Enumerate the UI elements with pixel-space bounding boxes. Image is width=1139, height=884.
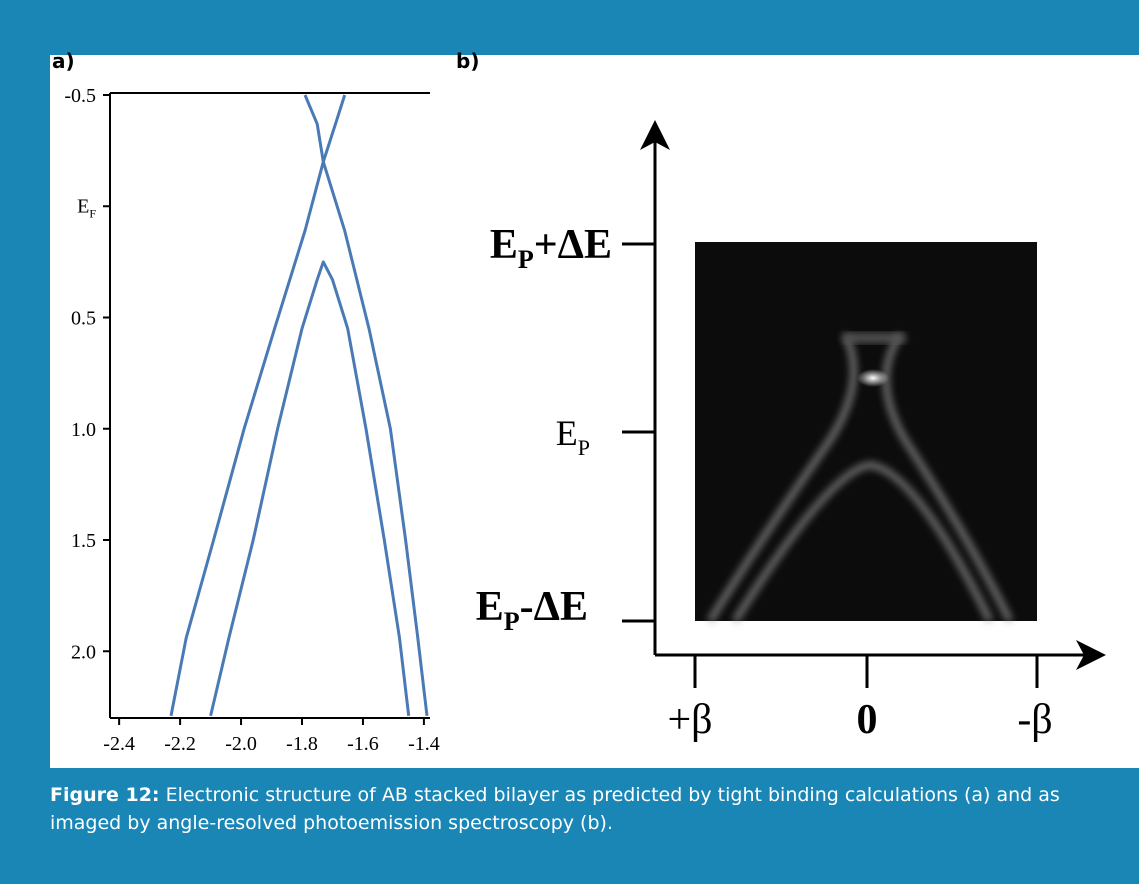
x-label: -β [1017, 697, 1052, 743]
panel-label: a) [52, 49, 75, 73]
arrowhead [1076, 640, 1106, 670]
x-label: +β [667, 697, 712, 743]
tick-label-main: E [77, 195, 89, 217]
x-tick-label: -2.2 [164, 733, 196, 755]
panel-b-labels: EP+ΔE EP EP-ΔE +β 0 -β [476, 222, 1053, 743]
arpes-spot [857, 369, 889, 387]
x-tick-label: -2.4 [103, 733, 135, 755]
panel-b-axes [622, 135, 1090, 688]
x-tick-label: -1.8 [286, 733, 318, 755]
y-tick-label: EF [77, 195, 96, 220]
y-tick-label: 2.0 [71, 641, 96, 663]
x-tick-label: -1.6 [347, 733, 379, 755]
y-label: EP [556, 413, 590, 460]
caption-text: Electronic structure of AB stacked bilay… [50, 784, 1060, 834]
x-label: 0 [857, 697, 878, 743]
band-line [169, 94, 347, 717]
y-tick-label: 1.0 [71, 419, 96, 441]
y-tick-label: 0.5 [71, 308, 96, 330]
x-tick-label: -2.0 [225, 733, 257, 755]
band-line [303, 94, 429, 716]
band-chart: -0.5 EF 0.5 1.0 1.5 2.0 -2.4 -2.2 -2.0 -1.8 -1.6 -1… [64, 85, 439, 755]
arpes-top [845, 333, 905, 343]
arrowhead [640, 120, 670, 150]
y-label: EP+ΔE [490, 222, 612, 274]
y-label: EP-ΔE [476, 584, 588, 636]
x-tick-label: -1.4 [408, 733, 440, 755]
tick-label-sub: F [89, 206, 96, 220]
caption-label: Figure 12: [50, 784, 160, 806]
arpes-bands [707, 333, 1013, 623]
y-tick-label: 1.5 [71, 530, 96, 552]
panel-label: b) [456, 49, 479, 73]
band-line [209, 260, 411, 717]
y-tick-label: -0.5 [64, 85, 96, 107]
caption: Figure 12: Electronic structure of AB st… [50, 781, 1135, 837]
